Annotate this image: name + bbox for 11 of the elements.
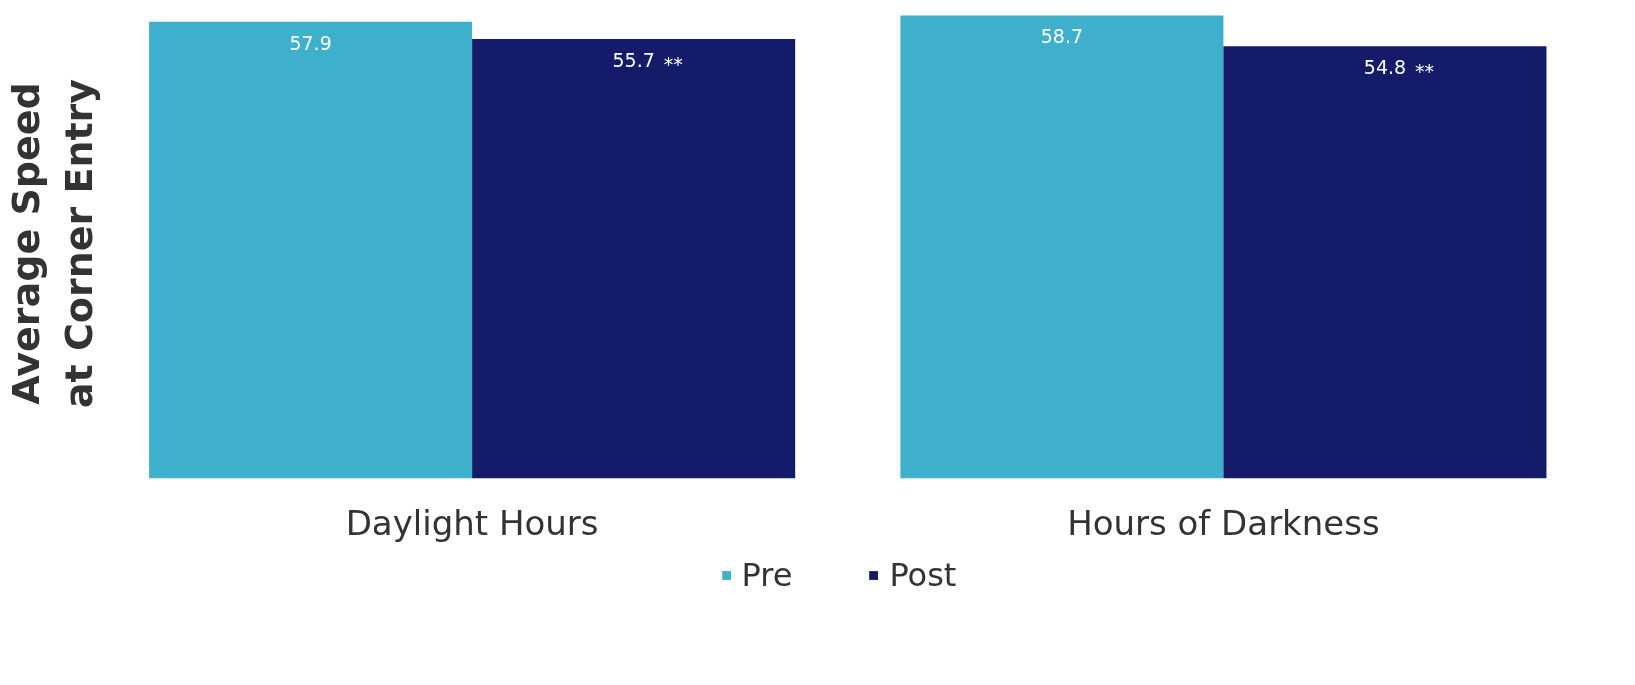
- x-tick-label: Hours of Darkness: [1067, 502, 1380, 543]
- data-label: 55.7: [612, 49, 655, 72]
- x-tick-label: Daylight Hours: [345, 502, 599, 543]
- annotation: **: [1414, 60, 1434, 83]
- legend-label: Post: [889, 556, 957, 594]
- legend-label: Pre: [741, 556, 793, 594]
- data-label: 57.9: [289, 31, 332, 54]
- annotation: **: [663, 53, 683, 76]
- data-label: 58.7: [1040, 25, 1084, 48]
- y-axis-title: Average Speed at Corner Entry: [3, 78, 101, 409]
- data-label: 54.8: [1363, 56, 1407, 79]
